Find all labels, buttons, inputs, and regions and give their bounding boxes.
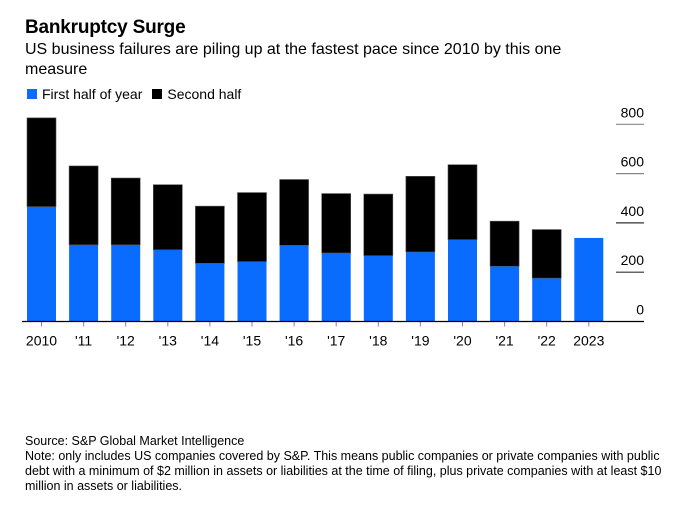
x-tick-label-12: '22 (538, 333, 556, 349)
bar-second-half-6 (279, 179, 309, 246)
bar-first-half-5 (237, 261, 267, 322)
y-tick-label-0: 0 (636, 302, 644, 318)
bar-second-half-8 (363, 193, 394, 256)
bar-second-half-12 (531, 229, 562, 279)
legend-label-first-half: First half of year (42, 86, 143, 102)
bar-second-half-0 (26, 117, 57, 207)
bar-second-half-9 (405, 176, 436, 253)
x-tick-label-3: '13 (159, 333, 177, 349)
y-tick-label-4: 800 (621, 104, 645, 120)
bar-second-half-2 (110, 177, 141, 246)
legend-item-second-half: Second half (152, 86, 241, 102)
x-tick-label-8: '18 (369, 333, 387, 349)
bar-second-half-1 (68, 165, 99, 246)
bar-second-half-5 (237, 192, 267, 262)
source-text: Source: S&P Global Market Intelligence (25, 434, 245, 448)
bar-first-half-6 (279, 245, 309, 322)
bar-first-half-9 (405, 251, 435, 322)
legend-item-first-half: First half of year (27, 86, 142, 102)
x-tick-label-4: '14 (201, 333, 219, 349)
bar-first-half-11 (490, 266, 520, 322)
chart-title: Bankruptcy Surge (25, 17, 186, 38)
y-tick-label-1: 200 (621, 252, 645, 268)
bar-first-half-0 (27, 206, 56, 322)
bar-first-half-8 (363, 255, 393, 322)
chart-subtitle: US business failures are piling up at th… (25, 41, 562, 78)
chart-footer: Source: S&P Global Market Intelligence N… (25, 434, 665, 494)
bar-second-half-10 (447, 164, 478, 240)
bar-first-half-13 (574, 237, 604, 322)
bar-second-half-4 (195, 205, 225, 264)
x-tick-label-5: '15 (243, 333, 261, 349)
x-tick-label-0: 2010 (26, 333, 57, 349)
bar-second-half-11 (489, 220, 520, 267)
x-tick-label-9: '19 (411, 333, 429, 349)
x-tick-label-6: '16 (285, 333, 303, 349)
bar-second-half-7 (321, 193, 352, 254)
legend: First half of year Second half (27, 86, 251, 102)
x-tick-label-7: '17 (327, 333, 345, 349)
bar-first-half-10 (448, 239, 477, 322)
legend-swatch-first-half (27, 89, 37, 99)
x-tick-label-11: '21 (495, 333, 513, 349)
bar-first-half-1 (69, 244, 99, 322)
y-tick-label-3: 600 (621, 154, 645, 170)
bar-first-half-2 (111, 244, 141, 322)
x-tick-label-1: '11 (75, 333, 92, 349)
note-text: Note: only includes US companies covered… (25, 449, 662, 493)
bar-first-half-3 (153, 249, 183, 322)
bar-first-half-7 (321, 252, 351, 322)
bar-first-half-4 (195, 263, 225, 322)
bar-second-half-3 (153, 184, 183, 251)
legend-swatch-second-half (152, 89, 163, 99)
legend-label-second-half: Second half (167, 86, 242, 102)
x-tick-label-10: '20 (453, 333, 471, 349)
x-tick-label-2: '12 (117, 333, 135, 349)
bar-first-half-12 (532, 278, 562, 322)
x-tick-label-13: 2023 (573, 333, 604, 349)
y-tick-label-2: 400 (621, 203, 645, 219)
